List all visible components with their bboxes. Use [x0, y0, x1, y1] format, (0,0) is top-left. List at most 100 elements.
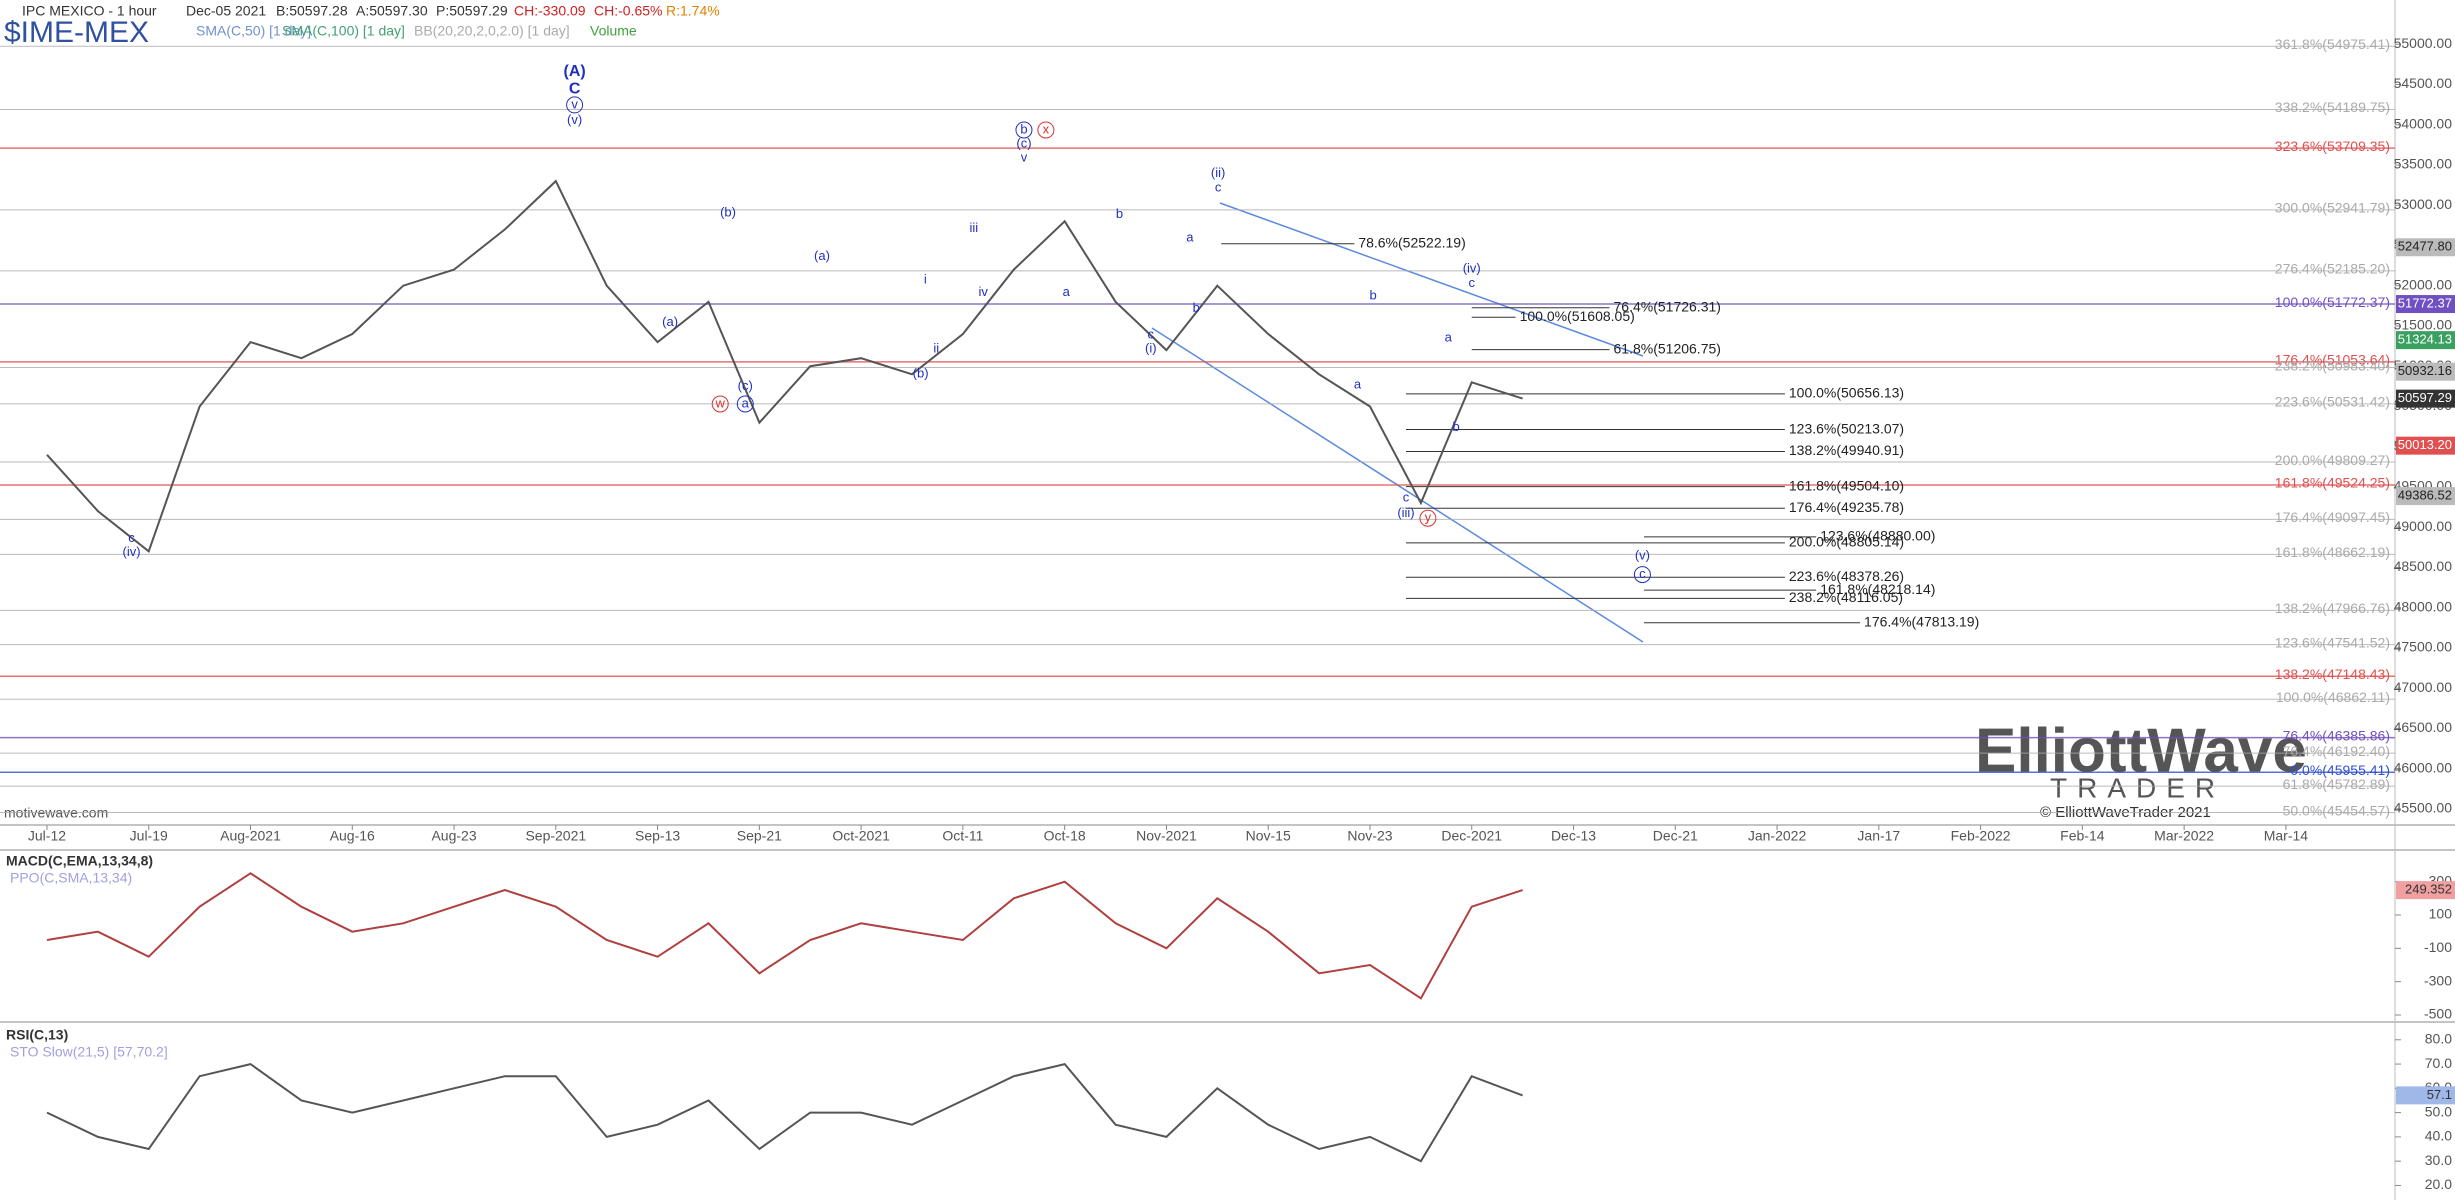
x-tick-label: Aug-23 [431, 828, 476, 844]
x-tick-label: Sep-21 [737, 828, 782, 844]
indicator: SMA(C,50) [1 day] [196, 23, 311, 39]
fib-label: 323.6%(53709.35) [2275, 138, 2390, 154]
fib-label: 361.8%(54975.41) [2275, 36, 2390, 52]
fib-projection-label: 61.8%(51206.75) [1614, 340, 1721, 356]
panel-title: MACD(C,EMA,13,34,8) [6, 853, 153, 869]
range: R:1.74% [666, 3, 720, 19]
fib-label: 223.6%(50531.42) [2275, 394, 2390, 410]
wave-label: a [1354, 377, 1362, 392]
value-box [2396, 1086, 2455, 1105]
price-box [2396, 436, 2455, 455]
y-tick-label: 20.0 [2425, 1176, 2452, 1192]
price-box-label: 50597.29 [2398, 390, 2452, 405]
wave-circle [711, 395, 729, 413]
y-tick-label: 54500.00 [2394, 75, 2453, 91]
x-tick-label: Oct-2021 [832, 828, 890, 844]
wave-label: (b) [913, 366, 929, 381]
y-tick-label: 40.0 [2425, 1128, 2452, 1144]
fib-projection-label: 176.4%(47813.19) [1864, 613, 1979, 629]
indicator: Volume [590, 23, 637, 39]
x-tick-label: Jan-2022 [1748, 828, 1807, 844]
fib-label: 100.0%(51772.37) [2275, 294, 2390, 310]
fib-projection-label: 78.6%(52522.19) [1358, 234, 1465, 250]
wave-label: a [742, 395, 750, 410]
change-pct: CH:-0.65% [594, 3, 662, 19]
fib-label: 123.6%(47541.52) [2275, 634, 2390, 650]
wave-label: (iii) [1397, 505, 1414, 520]
price-box [2396, 238, 2455, 257]
wave-label: a [1186, 229, 1194, 244]
fib-label: 138.2%(47148.43) [2275, 666, 2390, 682]
fib-label: 176.4%(49097.45) [2275, 509, 2390, 525]
wave-label: b [1369, 287, 1376, 302]
y-tick-label: 80.0 [2425, 1030, 2452, 1046]
x-tick-label: Feb-14 [2060, 828, 2105, 844]
fib-projection-label: 176.4%(49235.78) [1789, 499, 1904, 515]
x-tick-label: Nov-23 [1347, 828, 1392, 844]
x-tick-label: Aug-2021 [220, 828, 281, 844]
x-tick-label: Mar-2022 [2154, 828, 2214, 844]
wave-label: b [1116, 206, 1123, 221]
fib-label: 338.2%(54189.75) [2275, 99, 2390, 115]
x-tick-label: Dec-21 [1653, 828, 1698, 844]
fib-projection-label: 161.8%(49504.10) [1789, 477, 1904, 493]
fib-projection-label: 123.6%(48880.00) [1820, 528, 1935, 544]
fib-label: 50.0%(45454.57) [2283, 802, 2390, 818]
price-box-label: 52477.80 [2398, 239, 2452, 254]
y-tick-label: 48500.00 [2394, 558, 2453, 574]
y-tick-label: 49000.00 [2394, 518, 2453, 534]
wave-label: x [1043, 121, 1050, 136]
wave-label: (b) [720, 204, 736, 219]
price-box-label: 50932.16 [2398, 363, 2452, 378]
wave-circle [1015, 121, 1033, 139]
wave-label: c [1148, 326, 1155, 341]
fib-label: 0.0%(45955.41) [2290, 762, 2390, 778]
panel-subtitle: STO Slow(21,5) [57,70.2] [10, 1044, 168, 1060]
wave-label: w [715, 395, 726, 410]
x-tick-label: Oct-18 [1044, 828, 1086, 844]
price-line [46, 1062, 1523, 1163]
wave-circle [566, 96, 584, 114]
y-tick-label: 45500.00 [2394, 800, 2453, 816]
logo: ElliottWave [1975, 716, 2307, 785]
wave-label: iv [979, 284, 989, 299]
fib-projection-label: 138.2%(49940.91) [1789, 442, 1904, 458]
wave-label: (v) [1635, 547, 1650, 562]
x-tick-label: Feb-2022 [1951, 828, 2011, 844]
y-tick-label: 54000.00 [2394, 115, 2453, 131]
wave-label: a [1063, 284, 1071, 299]
wave-label: v [571, 96, 578, 111]
fib-projection-label: 100.0%(50656.13) [1789, 385, 1904, 401]
y-tick-label: -100 [2424, 939, 2452, 955]
price-box [2396, 295, 2455, 314]
panel-title: RSI(C,13) [6, 1027, 68, 1043]
price-line [46, 179, 1523, 553]
y-tick-label: 46500.00 [2394, 719, 2453, 735]
price-box-label: 51772.37 [2398, 295, 2452, 310]
wave-label: c [1639, 566, 1646, 581]
fib-label: 276.4%(52185.20) [2275, 261, 2390, 277]
wave-label: b [1452, 419, 1459, 434]
wave-label: b [1020, 121, 1027, 136]
change: CH:-330.09 [514, 3, 586, 19]
symbol: IPC MEXICO - 1 hour [22, 3, 157, 19]
x-tick-label: Jan-17 [1857, 828, 1900, 844]
price: P:50597.29 [436, 3, 508, 19]
value-box [2396, 881, 2455, 900]
price-box [2396, 487, 2455, 506]
fib-label: 176.4%(51053.64) [2275, 352, 2390, 368]
y-tick-label: 47500.00 [2394, 639, 2453, 655]
panel-subtitle: PPO(C,SMA,13,34) [10, 870, 132, 886]
fib-label: 161.8%(49524.25) [2275, 475, 2390, 491]
wave-label: ii [933, 341, 939, 356]
x-tick-label: Jul-19 [130, 828, 168, 844]
ask: A:50597.30 [356, 3, 428, 19]
wave-circle [1037, 121, 1055, 139]
price-box [2396, 362, 2455, 381]
fib-projection-label: 238.2%(48116.05) [1789, 589, 1903, 605]
wave-label: C [569, 80, 581, 97]
y-tick-label: 55000.00 [2394, 35, 2453, 51]
wave-label: iii [970, 220, 979, 235]
